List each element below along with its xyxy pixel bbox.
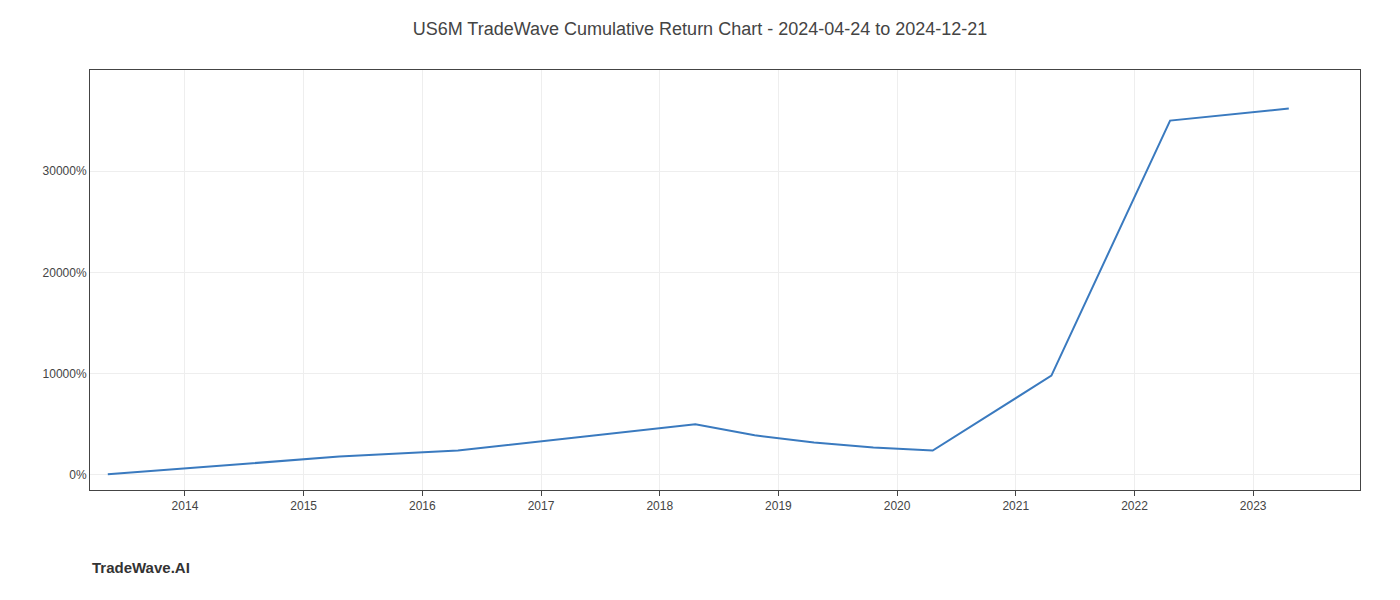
svg-text:2018: 2018 (646, 499, 673, 513)
svg-text:2023: 2023 (1240, 499, 1267, 513)
svg-text:2019: 2019 (765, 499, 792, 513)
svg-text:2016: 2016 (409, 499, 436, 513)
svg-text:US6M TradeWave Cumulative Retu: US6M TradeWave Cumulative Return Chart -… (413, 19, 988, 39)
svg-text:2015: 2015 (290, 499, 317, 513)
svg-text:2021: 2021 (1002, 499, 1029, 513)
svg-text:0%: 0% (69, 468, 87, 482)
svg-text:10000%: 10000% (43, 367, 87, 381)
svg-text:2017: 2017 (528, 499, 555, 513)
svg-text:30000%: 30000% (43, 164, 87, 178)
svg-text:2020: 2020 (884, 499, 911, 513)
svg-text:TradeWave.AI: TradeWave.AI (92, 559, 190, 576)
svg-text:2014: 2014 (172, 499, 199, 513)
svg-text:2022: 2022 (1121, 499, 1148, 513)
svg-text:20000%: 20000% (43, 266, 87, 280)
